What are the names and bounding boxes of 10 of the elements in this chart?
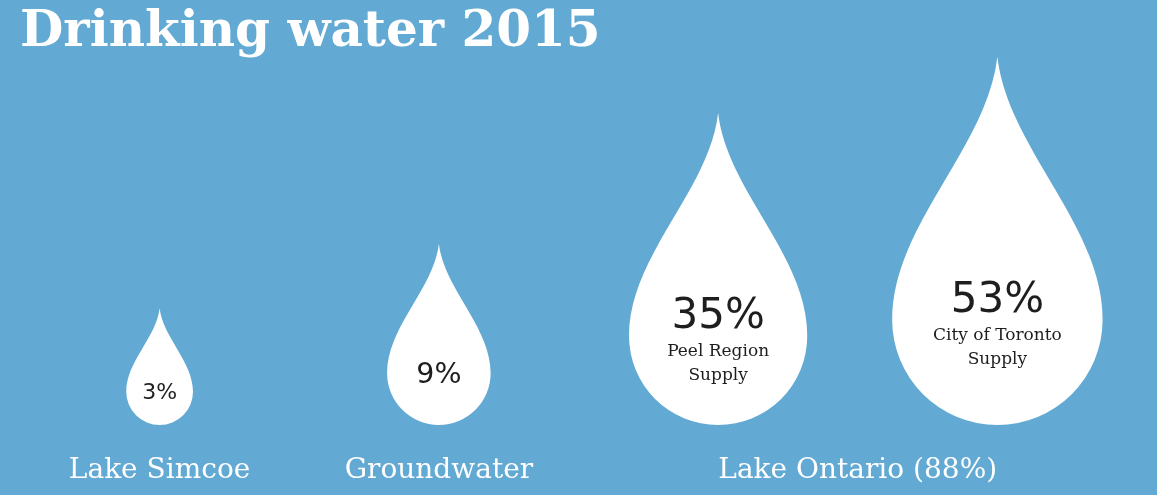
- category-label: City of Toronto Supply: [932, 323, 1062, 368]
- text: Lake Ontario (88%): [718, 452, 998, 485]
- text: Drinking water 2015: [20, 0, 601, 58]
- data-label: 35%: [671, 288, 765, 338]
- data-label: 3%: [142, 379, 178, 405]
- category-label: Groundwater: [344, 452, 534, 485]
- data-label: 9%: [416, 356, 462, 390]
- category-label: Peel Region Supply: [667, 339, 770, 384]
- data-label: 53%: [950, 272, 1045, 322]
- category-label: Lake Simcoe: [68, 452, 251, 485]
